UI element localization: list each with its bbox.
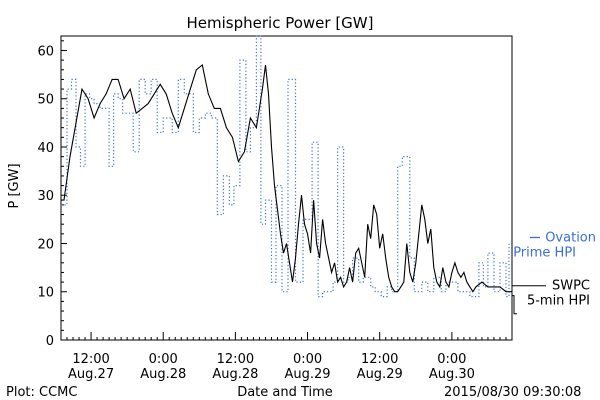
y-tick-label: 0	[46, 334, 54, 349]
x-tick-date: Aug.28	[140, 367, 186, 382]
x-tick-time: 0:00	[437, 352, 466, 367]
x-tick-time: 12:00	[72, 352, 109, 367]
y-tick-label: 60	[37, 44, 54, 59]
plot-credit: Plot: CCMC	[6, 385, 77, 400]
legend-swpc-swatch	[512, 295, 517, 315]
legend-ovation-label: Prime HPI	[513, 245, 576, 260]
x-tick-time: 0:00	[293, 352, 322, 367]
x-tick-date: Aug.29	[357, 367, 403, 382]
series-lines	[61, 35, 512, 298]
y-axis-label: P [GW]	[7, 163, 22, 208]
y-tick-label: 40	[37, 141, 54, 156]
legend-swpc-label: 5-min HPI	[527, 294, 590, 309]
y-tick-label: 20	[37, 237, 54, 252]
x-tick-date: Aug.27	[68, 367, 114, 382]
x-tick-time: 12:00	[361, 352, 398, 367]
plot-timestamp: 2015/08/30 09:30:08	[444, 385, 581, 400]
y-tick-label: 10	[37, 286, 54, 301]
plot-frame	[60, 35, 513, 341]
y-tick-label: 50	[37, 93, 54, 108]
x-axis: 12:00Aug.270:00Aug.2812:00Aug.280:00Aug.…	[60, 332, 513, 382]
swpc-hpi-series	[61, 64, 512, 293]
legend-swpc-label: SWPC	[552, 279, 590, 294]
legend-ovation-label: Ovation	[545, 230, 596, 245]
x-tick-date: Aug.29	[285, 367, 331, 382]
y-axis: 0 10 20 30 40 50 60	[37, 40, 67, 349]
x-tick-time: 0:00	[149, 352, 178, 367]
x-axis-label: Date and Time	[237, 385, 333, 400]
plot-border	[60, 35, 513, 341]
x-tick-date: Aug.28	[212, 367, 258, 382]
chart-title: Hemispheric Power [GW]	[187, 14, 374, 32]
ovation-prime-hpi-series	[61, 35, 512, 298]
y-tick-label: 30	[37, 189, 54, 204]
x-tick-date: Aug.30	[429, 367, 475, 382]
x-tick-time: 12:00	[217, 352, 254, 367]
